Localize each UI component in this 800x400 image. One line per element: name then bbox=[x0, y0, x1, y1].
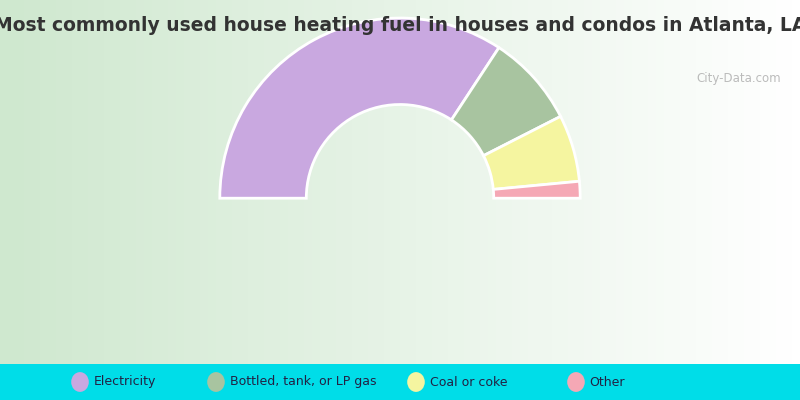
Text: Other: Other bbox=[590, 376, 625, 388]
Wedge shape bbox=[483, 116, 579, 189]
Text: Electricity: Electricity bbox=[94, 376, 156, 388]
Ellipse shape bbox=[207, 372, 225, 392]
Ellipse shape bbox=[71, 372, 89, 392]
Wedge shape bbox=[220, 18, 499, 198]
Wedge shape bbox=[494, 181, 580, 198]
Wedge shape bbox=[451, 48, 561, 156]
Ellipse shape bbox=[567, 372, 585, 392]
Text: Bottled, tank, or LP gas: Bottled, tank, or LP gas bbox=[230, 376, 376, 388]
Text: Coal or coke: Coal or coke bbox=[430, 376, 507, 388]
Text: Most commonly used house heating fuel in houses and condos in Atlanta, LA: Most commonly used house heating fuel in… bbox=[0, 16, 800, 35]
Ellipse shape bbox=[407, 372, 425, 392]
Text: City-Data.com: City-Data.com bbox=[696, 72, 781, 85]
Bar bbox=[0, 364, 800, 400]
